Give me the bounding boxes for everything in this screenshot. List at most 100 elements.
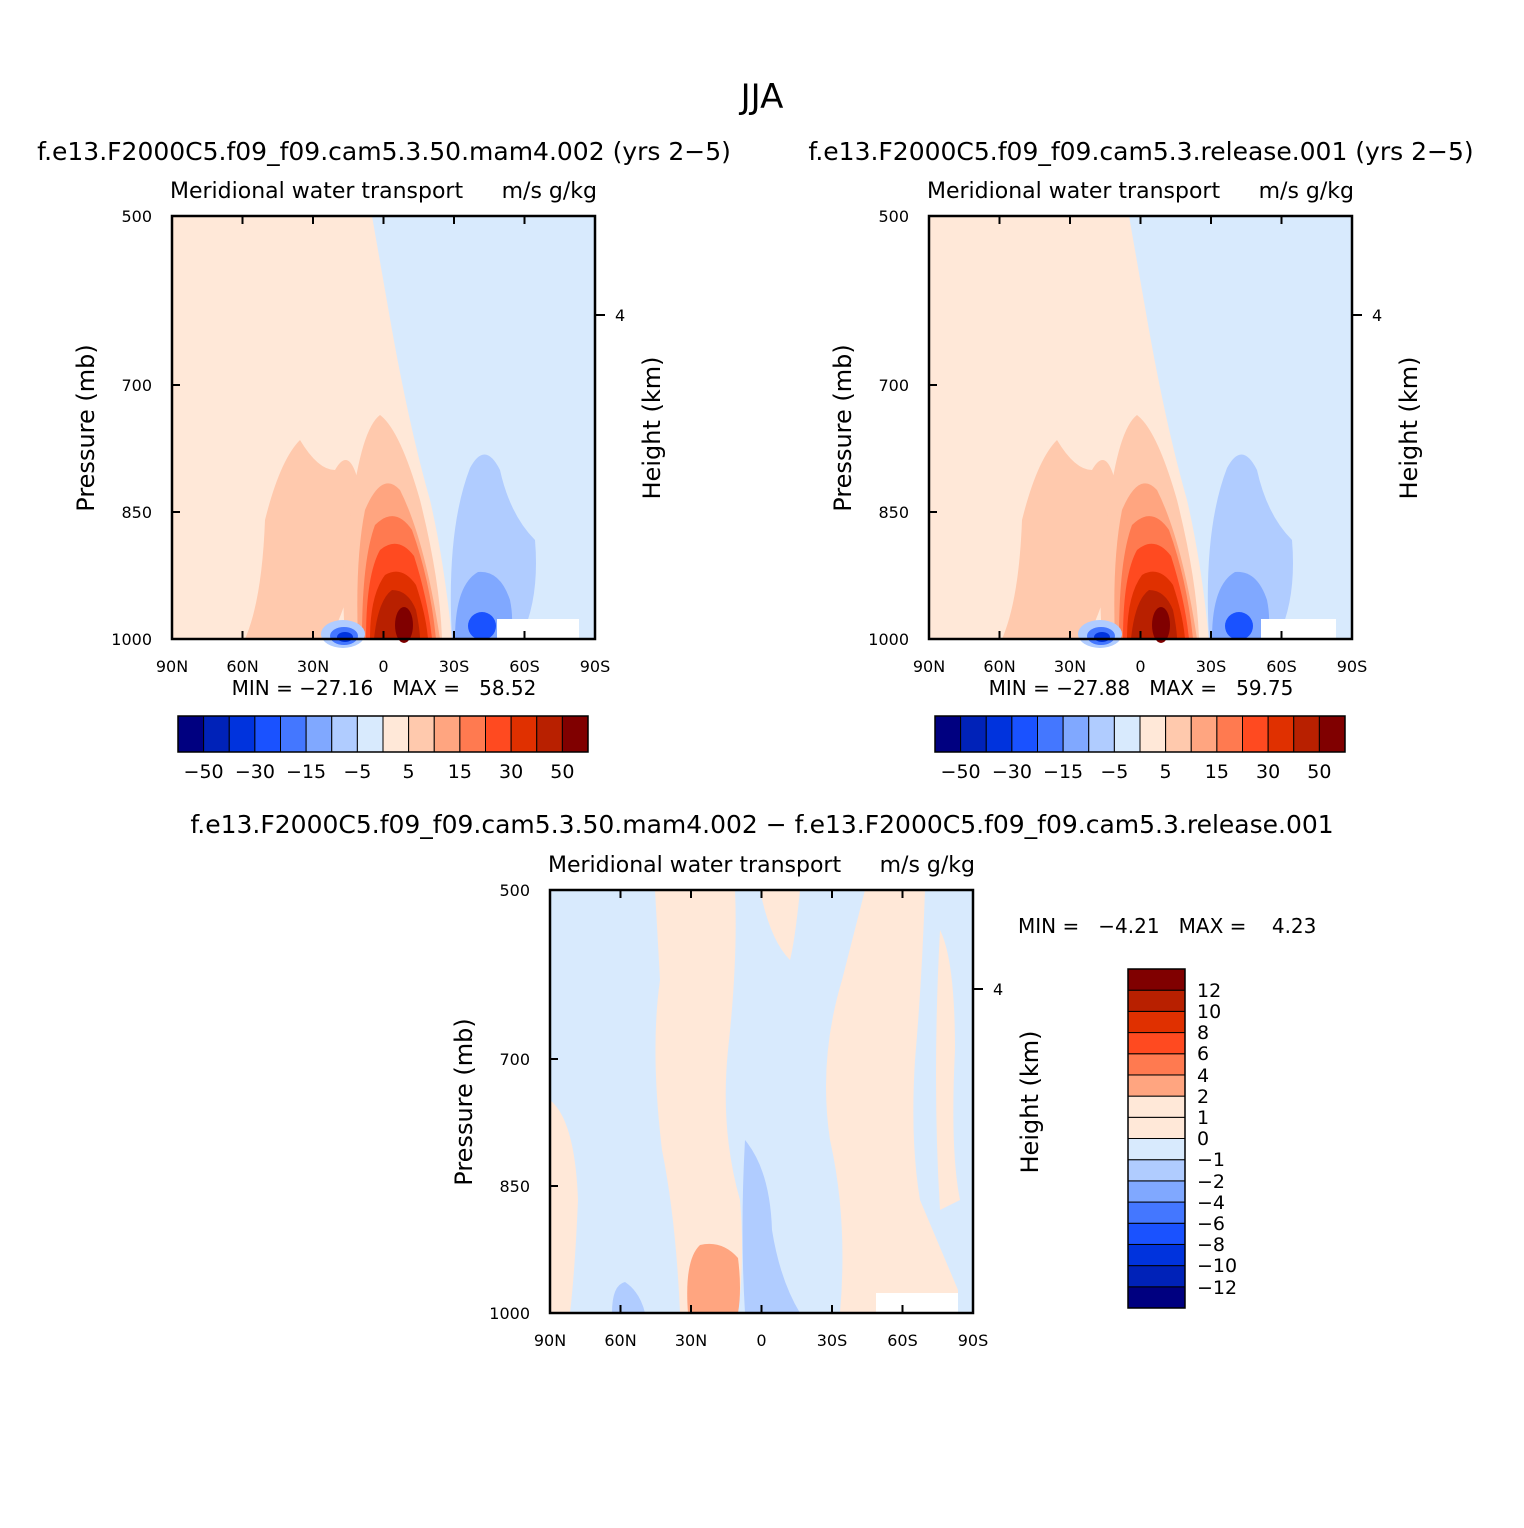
panel-3-plot <box>548 888 983 1315</box>
colorbar-cell <box>536 715 563 753</box>
colorbar-label: −1 <box>1197 1149 1225 1171</box>
colorbar-label: 10 <box>1197 1001 1221 1023</box>
colorbar-label: −2 <box>1197 1171 1225 1193</box>
colorbar-cell <box>934 715 962 753</box>
x-tick-label: 90N <box>156 657 188 676</box>
panel-2-ylabel-right: Height (km) <box>1395 357 1423 500</box>
panel-2-ylabel: Pressure (mb) <box>829 344 857 511</box>
colorbar-cell <box>1127 1116 1186 1139</box>
panel-2-yticks <box>929 314 1362 513</box>
x-tick-label: 30S <box>439 657 470 676</box>
colorbar-cell <box>1037 715 1064 753</box>
colorbar-label: −4 <box>1197 1192 1225 1214</box>
colorbar-cell <box>1011 715 1038 753</box>
panel-1-eq-max <box>395 607 413 643</box>
x-tick-label: 90S <box>1337 657 1368 676</box>
y-tick-label: 700 <box>499 1050 530 1069</box>
panel-3-ylabel: Pressure (mb) <box>450 1018 478 1185</box>
colorbar-label: 6 <box>1197 1043 1209 1065</box>
colorbar-label: 5 <box>403 761 415 783</box>
x-tick-label: 60N <box>604 1331 636 1350</box>
y-tick-label: 500 <box>499 881 530 900</box>
colorbar-label: 30 <box>1256 761 1280 783</box>
colorbar-cell <box>280 715 307 753</box>
colorbar-cell <box>1127 1222 1186 1245</box>
y-tick-label: 1000 <box>489 1304 530 1323</box>
colorbar-label: 2 <box>1197 1086 1209 1108</box>
colorbar-cell <box>1127 1138 1186 1161</box>
y-tick-label: 1000 <box>868 630 909 649</box>
panel-2-x-tick-labels: 90N 60N 30N 0 30S 60S 90S <box>913 657 1367 676</box>
colorbar-cell <box>960 715 987 753</box>
panel-2-eq-max <box>1152 607 1170 643</box>
y-tick-label: 1000 <box>111 630 152 649</box>
colorbar-label: −5 <box>343 761 371 783</box>
colorbar-cell <box>1127 1180 1186 1203</box>
colorbar-label: 5 <box>1160 761 1172 783</box>
colorbar-cell <box>561 715 589 753</box>
colorbar-label: 1 <box>1197 1107 1209 1129</box>
panel-1-plot <box>170 214 605 648</box>
panel-3-stats: MIN = −4.21 MAX = 4.23 <box>1018 914 1316 938</box>
panel-2-y-tick-labels: 500 700 850 1000 4 <box>868 207 1382 649</box>
colorbar-label: −50 <box>941 761 981 783</box>
colorbar-cell <box>1127 1095 1186 1118</box>
panel-2-masked-terrain <box>1261 619 1336 639</box>
panel-1-ylabel: Pressure (mb) <box>72 344 100 511</box>
panel-2-title: f.e13.F2000C5.f09_f09.cam5.3.release.001… <box>808 137 1473 166</box>
y-tick-label: 850 <box>878 503 909 522</box>
colorbar-cell <box>1127 1032 1186 1055</box>
panel-2-nh-low-3 <box>1094 632 1110 642</box>
colorbar-cell <box>485 715 512 753</box>
colorbar-cell <box>1127 1243 1186 1267</box>
panel-3-units: m/s g/kg <box>880 853 975 878</box>
colorbar-cell <box>1088 715 1115 753</box>
x-tick-label: 30S <box>817 1331 848 1350</box>
panel-3-colorbar: 12 10 8 6 4 2 1 0 −1 −2 −4 −6 −8 −10 −12 <box>1127 968 1237 1309</box>
panel-1-colorbar: −50 −30 −15 −5 5 15 30 50 <box>177 715 589 783</box>
colorbar-cell <box>1127 1159 1186 1182</box>
colorbar-cell <box>1127 1201 1186 1224</box>
colorbar-label: 4 <box>1197 1065 1209 1087</box>
panel-1-subtitle: Meridional water transport <box>170 179 463 204</box>
panel-3-pos-strip-west <box>550 1100 578 1313</box>
panel-2-subtitle: Meridional water transport <box>927 179 1220 204</box>
x-tick-label: 60N <box>226 657 258 676</box>
colorbar-cell <box>433 715 461 753</box>
colorbar-label: −15 <box>1043 761 1083 783</box>
colorbar-cell <box>1127 1010 1186 1034</box>
x-tick-label: 30S <box>1196 657 1227 676</box>
panel-2-plot <box>927 214 1362 648</box>
colorbar-label: 50 <box>550 761 574 783</box>
x-tick-label: 60S <box>1266 657 1297 676</box>
colorbar-cell <box>1127 1286 1186 1309</box>
panel-1-y-tick-labels: 500 700 850 1000 4 <box>111 207 625 649</box>
panel-1-units: m/s g/kg <box>502 179 597 204</box>
colorbar-label: −15 <box>286 761 326 783</box>
y-tick-label: 500 <box>878 207 909 226</box>
panel-1-nh-low-3 <box>337 632 353 642</box>
colorbar-cell <box>1113 715 1141 753</box>
figure-title: JJA <box>739 77 784 117</box>
colorbar-cell <box>1127 989 1186 1012</box>
colorbar-label: −10 <box>1197 1255 1237 1277</box>
y-tick-label: 850 <box>121 503 152 522</box>
colorbar-label: 50 <box>1307 761 1331 783</box>
panel-3-ylabel-right: Height (km) <box>1016 1031 1044 1174</box>
colorbar-label: −8 <box>1197 1234 1225 1256</box>
colorbar-cell <box>1293 715 1320 753</box>
x-tick-label: 90S <box>580 657 611 676</box>
panel-1-negative-region <box>372 216 595 639</box>
colorbar-label: 12 <box>1197 980 1221 1002</box>
colorbar-cell <box>1127 1053 1186 1076</box>
colorbar-cell <box>408 715 435 753</box>
colorbar-cell <box>1062 715 1090 753</box>
y-right-tick-label: 4 <box>615 306 625 325</box>
y-right-tick-label: 4 <box>993 980 1003 999</box>
panel-3-yticks <box>550 988 983 1187</box>
colorbar-cell <box>1127 968 1186 991</box>
panel-3-title: f.e13.F2000C5.f09_f09.cam5.3.50.mam4.002… <box>190 810 1333 839</box>
panel-3-neg-strip <box>742 1140 800 1313</box>
panel-2: f.e13.F2000C5.f09_f09.cam5.3.release.001… <box>808 137 1473 783</box>
